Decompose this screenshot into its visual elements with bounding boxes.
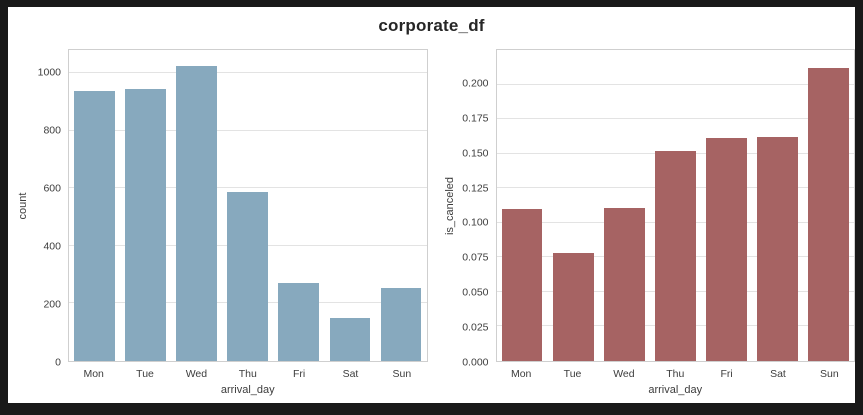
x-tick-label: Wed [185, 368, 208, 380]
bar-tue [125, 89, 167, 361]
bar-sat [329, 317, 371, 361]
gridline [69, 129, 427, 131]
y-axis-label-column: is_canceled [442, 49, 459, 362]
x-tick-label: Sun [392, 368, 412, 380]
y-axis-ticks: 0.000 0.025 0.050 0.075 0.100 0.125 0.150 0.175… [459, 49, 496, 367]
bars-group [69, 50, 427, 361]
gridline [69, 72, 427, 74]
y-tick-label: 0.025 [462, 320, 489, 333]
bar-tue [552, 253, 594, 361]
x-tick-label: Mon [83, 368, 104, 380]
plot-row: is_canceled 0.000 0.025 0.050 0.075 0.100 0.1… [442, 49, 855, 367]
bar-slot [273, 50, 324, 361]
bar-thu [227, 191, 269, 361]
bar-mon [501, 208, 543, 361]
bar-slot [69, 50, 120, 361]
bar-slot [599, 50, 650, 361]
x-tick-label: Sat [342, 368, 359, 380]
is-canceled-bar-chart: is_canceled 0.000 0.025 0.050 0.075 0.100 0.1… [442, 49, 856, 396]
y-tick-label: 0.200 [462, 77, 489, 90]
bar-slot [222, 50, 273, 361]
y-tick-label: 0.150 [462, 147, 489, 160]
bar-wed [603, 207, 645, 361]
x-tick-label: Tue [136, 368, 154, 380]
bar-slot [752, 50, 803, 361]
plot-area [68, 49, 428, 362]
bar-slot [548, 50, 599, 361]
y-tick-label: 800 [43, 123, 61, 136]
y-axis-ticks: 0 200 400 600 800 1000 [31, 49, 68, 367]
bar-slot [120, 50, 171, 361]
x-tick-label: Tue [563, 368, 582, 380]
figure-title: corporate_df [378, 16, 485, 35]
charts-row: count 0 200 400 600 800 1000 Mon Tue Wed Thu Fri S… [8, 49, 855, 396]
x-axis-label: arrival_day [648, 384, 703, 396]
y-tick-label: 0.050 [462, 286, 489, 299]
x-axis-ticks: Mon Tue Wed Thu Fri Sat Sun [496, 368, 856, 380]
y-tick-label: 0 [55, 355, 61, 368]
y-tick-label: 0.100 [462, 216, 489, 229]
y-tick-label: 0.000 [462, 355, 489, 368]
y-tick-label: 400 [43, 239, 61, 252]
figure-canvas: corporate_df count 0 200 400 600 800 1000 Mon… [8, 7, 855, 403]
bar-sun [808, 67, 849, 361]
x-tick-label: Thu [666, 368, 685, 380]
bar-slot [171, 50, 222, 361]
x-axis-label: arrival_day [220, 384, 275, 396]
plot-row: count 0 200 400 600 800 1000 [14, 49, 428, 367]
x-tick-label: Mon [510, 368, 532, 380]
x-tick-label: Wed [613, 368, 635, 380]
bar-fri [278, 282, 320, 361]
bar-slot [803, 50, 854, 361]
bar-slot [701, 50, 752, 361]
count-bar-chart: count 0 200 400 600 800 1000 Mon Tue Wed Thu Fri S… [14, 49, 428, 396]
x-tick-label: Fri [720, 368, 733, 380]
y-tick-label: 0.125 [462, 181, 489, 194]
y-axis-label: is_canceled [444, 176, 456, 235]
bars-group [497, 50, 855, 361]
y-axis-label-column: count [14, 49, 31, 362]
x-tick-label: Sun [819, 368, 839, 380]
gridline [69, 187, 427, 189]
bar-slot [324, 50, 375, 361]
bar-sat [757, 137, 798, 361]
y-tick-label: 600 [43, 181, 61, 194]
x-tick-label: Thu [238, 368, 257, 380]
bar-mon [74, 91, 115, 361]
y-tick-label: 0.075 [462, 251, 489, 264]
x-axis-ticks: Mon Tue Wed Thu Fri Sat Sun [68, 368, 428, 380]
y-tick-label: 1000 [37, 65, 61, 78]
bar-wed [176, 66, 218, 361]
gridline [496, 118, 854, 120]
y-tick-label: 200 [43, 297, 61, 310]
bar-slot [650, 50, 701, 361]
plot-area [495, 49, 855, 362]
y-axis-label: count [16, 192, 29, 219]
bar-slot [375, 50, 426, 361]
bar-thu [654, 150, 696, 361]
x-tick-label: Sat [770, 368, 786, 380]
y-tick-label: 0.175 [462, 112, 489, 125]
bar-sun [380, 287, 422, 361]
x-tick-label: Fri [292, 368, 306, 380]
gridline [496, 83, 854, 85]
bar-slot [497, 50, 548, 361]
bar-fri [705, 138, 747, 361]
